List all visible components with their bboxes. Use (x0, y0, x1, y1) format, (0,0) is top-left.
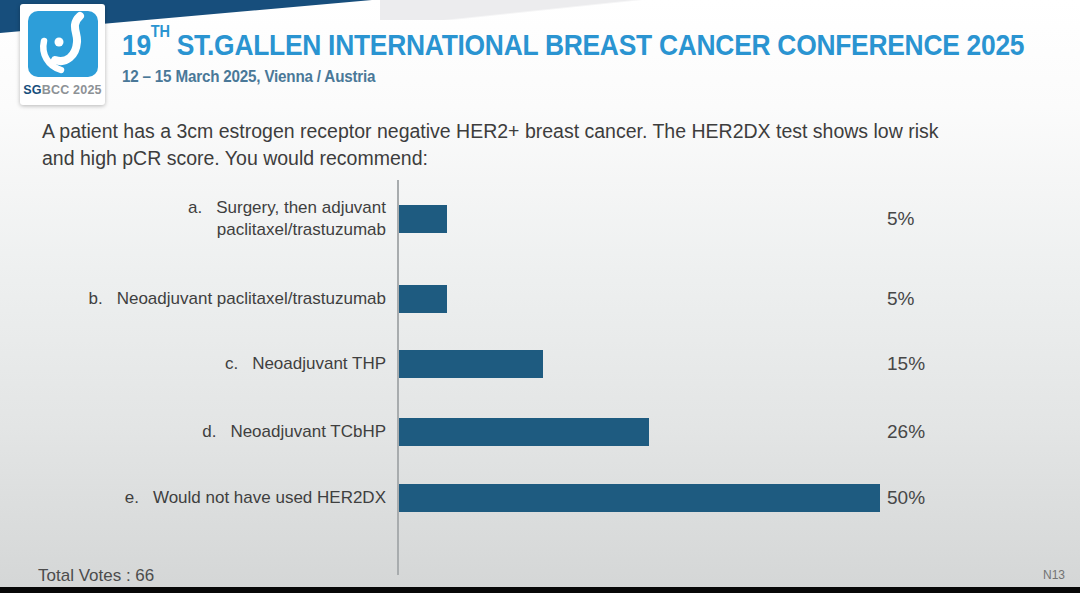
answer-option-label: b. Neoadjuvant paclitaxel/trastuzumab (0, 288, 386, 310)
chart-row: c. Neoadjuvant THP 15% (0, 350, 1080, 378)
option-text: Neoadjuvant paclitaxel/trastuzumab (117, 289, 386, 308)
chart-row: d. Neoadjuvant TCbHP 26% (0, 418, 1080, 446)
result-percentage: 5% (887, 205, 914, 233)
option-text: Neoadjuvant THP (252, 354, 386, 373)
option-letter: e. (125, 488, 139, 507)
chart-rows: a. Surgery, then adjuvant paclitaxel/tras… (0, 180, 1080, 575)
option-text: Surgery, then adjuvant (216, 198, 386, 217)
answer-option-label: e. Would not have used HER2DX (0, 487, 386, 509)
result-bar (399, 285, 447, 313)
label-line-1: d. Neoadjuvant TCbHP (0, 421, 386, 443)
label-line-1: b. Neoadjuvant paclitaxel/trastuzumab (0, 288, 386, 310)
poll-question: A patient has a 3cm estrogen receptor ne… (42, 118, 1032, 172)
answer-option-label: c. Neoadjuvant THP (0, 353, 386, 375)
option-letter: d. (202, 422, 216, 441)
conference-title: 19TH ST.GALLEN INTERNATIONAL BREAST CANC… (122, 28, 1024, 62)
option-letter: b. (88, 289, 102, 308)
title-number: 19 (122, 28, 151, 61)
slide-code: N13 (1043, 568, 1065, 582)
sgbcc-logo: SGBCC 2025 (20, 4, 105, 105)
result-percentage: 26% (887, 418, 925, 446)
label-line-1: e. Would not have used HER2DX (0, 487, 386, 509)
result-percentage: 5% (887, 285, 914, 313)
result-bar (399, 484, 880, 512)
chart-row: e. Would not have used HER2DX 50% (0, 484, 1080, 512)
logo-text-bcc: BCC 2025 (42, 83, 102, 97)
answer-option-label: d. Neoadjuvant TCbHP (0, 421, 386, 443)
sgbcc-logo-mark (28, 11, 98, 77)
sgbcc-logo-text: SGBCC 2025 (23, 83, 101, 97)
label-line-1: a. Surgery, then adjuvant (0, 197, 386, 219)
label-line-1: c. Neoadjuvant THP (0, 353, 386, 375)
bottom-letterbox-bar (0, 587, 1080, 593)
conference-subtitle: 12 – 15 March 2025, Vienna / Austria (122, 68, 1080, 86)
slide: SGBCC 2025 19TH ST.GALLEN INTERNATIONAL … (0, 0, 1080, 593)
title-ordinal: TH (151, 22, 170, 40)
question-line-2: and high pCR score. You would recommend: (42, 145, 1032, 172)
result-bar (399, 418, 649, 446)
option-letter: c. (225, 354, 238, 373)
chart-row: b. Neoadjuvant paclitaxel/trastuzumab 5% (0, 285, 1080, 313)
result-bar (399, 350, 543, 378)
logo-text-sg: SG (23, 83, 41, 97)
result-bar (399, 205, 447, 233)
answer-option-label: a. Surgery, then adjuvant paclitaxel/tras… (0, 197, 386, 241)
option-letter: a. (188, 198, 202, 217)
result-percentage: 50% (887, 484, 925, 512)
conference-header: 19TH ST.GALLEN INTERNATIONAL BREAST CANC… (122, 28, 1080, 86)
title-rest: ST.GALLEN INTERNATIONAL BREAST CANCER CO… (170, 28, 1025, 61)
question-line-1: A patient has a 3cm estrogen receptor ne… (42, 118, 1032, 145)
chart-row: a.Surgery, then adjuvant paclitaxel/tras… (0, 205, 1080, 233)
label-line-2: paclitaxel/trastuzumab (0, 219, 386, 241)
header-gray-wedge (380, 0, 1080, 20)
option-text: Neoadjuvant TCbHP (230, 422, 386, 441)
result-percentage: 15% (887, 350, 925, 378)
poll-bar-chart: a. Surgery, then adjuvant paclitaxel/tras… (0, 180, 1080, 575)
option-text: Would not have used HER2DX (153, 488, 386, 507)
breast-ribbon-icon (28, 11, 98, 77)
total-votes: Total Votes : 66 (38, 566, 154, 586)
